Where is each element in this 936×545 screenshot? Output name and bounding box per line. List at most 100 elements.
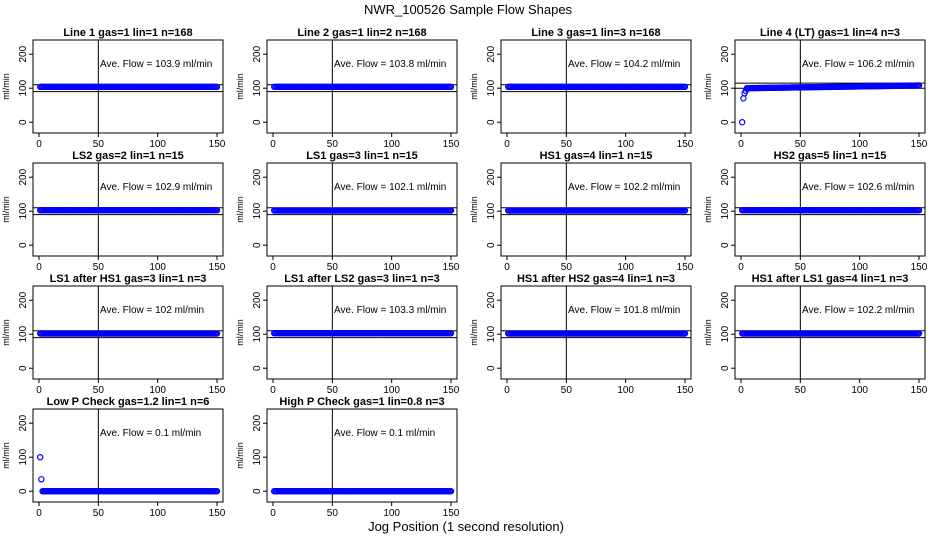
y-tick-label: 0 (720, 365, 731, 371)
data-points (504, 207, 689, 214)
x-tick-label: 150 (443, 508, 460, 519)
data-point (915, 82, 923, 89)
avg-flow-annotation: Ave. Flow = 103.3 ml/min (334, 305, 446, 316)
data-points (270, 207, 455, 214)
y-tick-label: 100 (486, 325, 497, 342)
y-tick-label: 0 (252, 365, 263, 371)
x-tick-label: 150 (209, 139, 226, 150)
x-tick-label: 150 (677, 139, 694, 150)
avg-flow-annotation: Ave. Flow = 106.2 ml/min (802, 59, 914, 70)
panel: LS1 after LS2 gas=3 lin=1 n=3 ml/min 0 50 10… (235, 273, 460, 396)
panel: LS1 after HS1 gas=3 lin=1 n=3 ml/min 0 50 10… (1, 273, 226, 396)
x-tick-label: 0 (36, 139, 42, 150)
x-tick-label: 150 (677, 385, 694, 396)
x-tick-label: 100 (851, 139, 868, 150)
x-tick-label: 100 (149, 385, 166, 396)
y-tick-label: 100 (486, 79, 497, 96)
y-tick-label: 100 (252, 79, 263, 96)
panel-ylabel: ml/min (1, 196, 11, 223)
x-tick-label: 0 (270, 262, 276, 273)
x-tick-label: 0 (270, 508, 276, 519)
y-tick-label: 200 (486, 45, 497, 62)
y-tick-label: 200 (18, 414, 29, 431)
data-point (915, 330, 923, 337)
x-tick-label: 0 (504, 262, 510, 273)
avg-flow-annotation: Ave. Flow = 102.6 ml/min (802, 182, 914, 193)
x-tick-label: 150 (443, 262, 460, 273)
panel: HS1 after HS2 gas=4 lin=1 n=3 ml/min 0 50 10… (469, 273, 694, 396)
panel-title: Line 1 gas=1 lin=1 n=168 (63, 27, 192, 39)
plot-frame (500, 162, 692, 257)
y-tick-label: 0 (720, 119, 731, 125)
y-tick-label: 200 (252, 168, 263, 185)
panel: Line 1 gas=1 lin=1 n=168 ml/min 0 50 100 150 0… (1, 27, 226, 150)
panel-ylabel: ml/min (703, 196, 713, 223)
avg-flow-annotation: Ave. Flow = 103.8 ml/min (334, 59, 446, 70)
panel: HS1 after LS1 gas=4 lin=1 n=3 ml/min 0 50 10… (703, 273, 928, 396)
data-points (738, 206, 923, 214)
panel-title: HS1 gas=4 lin=1 n=15 (540, 150, 653, 162)
panel-ylabel: ml/min (469, 73, 479, 100)
data-points (738, 330, 923, 337)
x-tick-label: 0 (270, 139, 276, 150)
x-tick-label: 150 (911, 139, 928, 150)
x-tick-label: 0 (270, 385, 276, 396)
data-point (213, 330, 221, 337)
panel: Low P Check gas=1.2 lin=1 n=6 ml/min 0 50 10… (1, 396, 226, 519)
data-points (504, 83, 689, 91)
y-tick-label: 100 (486, 202, 497, 219)
y-tick-label: 0 (18, 365, 29, 371)
y-tick-label: 100 (18, 448, 29, 465)
x-tick-label: 150 (209, 508, 226, 519)
x-tick-label: 100 (149, 508, 166, 519)
y-tick-label: 0 (486, 119, 497, 125)
y-tick-label: 100 (720, 79, 731, 96)
x-tick-label: 50 (327, 262, 339, 273)
plot-frame (32, 285, 224, 380)
panel-ylabel: ml/min (235, 196, 245, 223)
x-tick-label: 50 (93, 139, 105, 150)
plot-frame (266, 408, 458, 503)
x-tick-label: 150 (209, 385, 226, 396)
avg-flow-annotation: Ave. Flow = 0.1 ml/min (334, 428, 435, 439)
y-tick-label: 100 (720, 325, 731, 342)
x-tick-label: 0 (738, 139, 744, 150)
x-tick-label: 50 (795, 262, 807, 273)
x-tick-label: 0 (738, 385, 744, 396)
panel-ylabel: ml/min (469, 196, 479, 223)
panel-title: LS2 gas=2 lin=1 n=15 (72, 150, 184, 162)
x-tick-label: 0 (36, 508, 42, 519)
plot-frame (32, 39, 224, 134)
data-points (36, 454, 221, 495)
x-tick-label: 100 (149, 262, 166, 273)
data-point (447, 329, 455, 337)
avg-flow-annotation: Ave. Flow = 101.8 ml/min (568, 305, 680, 316)
plot-frame (266, 162, 458, 257)
data-point (740, 95, 747, 102)
x-tick-label: 50 (327, 385, 339, 396)
panel-title: Line 3 gas=1 lin=3 n=168 (531, 27, 660, 39)
x-tick-label: 150 (443, 139, 460, 150)
y-tick-label: 100 (252, 448, 263, 465)
avg-flow-annotation: Ave. Flow = 104.2 ml/min (568, 59, 680, 70)
panel: HS2 gas=5 lin=1 n=15 ml/min 0 50 100 150 0 100 2… (703, 150, 928, 273)
data-point (36, 454, 44, 461)
figure-title: NWR_100526 Sample Flow Shapes (364, 2, 573, 17)
x-tick-label: 100 (617, 262, 634, 273)
panel-ylabel: ml/min (1, 442, 11, 469)
data-points (738, 82, 923, 126)
panel: High P Check gas=1 lin=0.8 n=3 ml/min 0 50 1… (235, 396, 460, 519)
plot-frame (266, 285, 458, 380)
panel-title: Low P Check gas=1.2 lin=1 n=6 (47, 396, 210, 408)
plot-frame (734, 285, 926, 380)
x-tick-label: 0 (36, 385, 42, 396)
plot-frame (734, 39, 926, 134)
data-point (38, 476, 45, 483)
data-points (270, 83, 455, 91)
panel-title: HS1 after HS2 gas=4 lin=1 n=3 (517, 273, 675, 285)
data-points (36, 83, 221, 91)
panel-ylabel: ml/min (235, 73, 245, 100)
panel-title: LS1 after HS1 gas=3 lin=1 n=3 (50, 273, 207, 285)
data-points (504, 330, 689, 337)
data-point (681, 330, 689, 337)
